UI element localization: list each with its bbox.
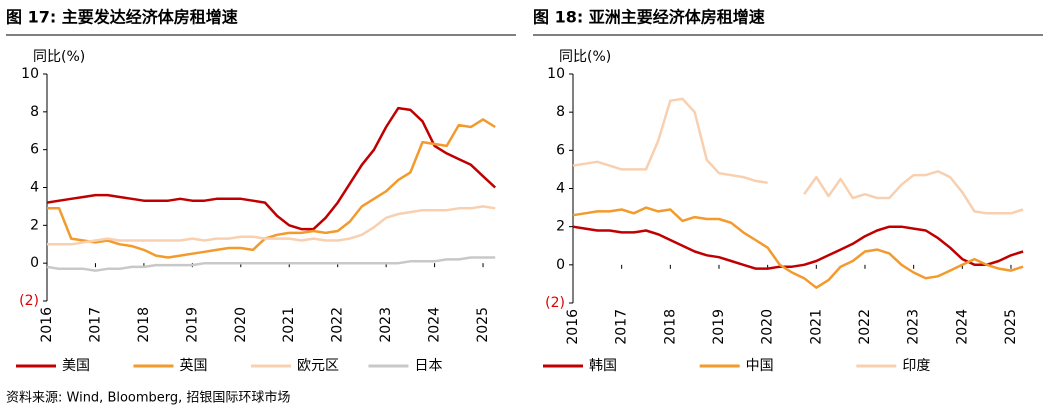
series-line (572, 97, 768, 185)
y-tick-label: 2 (556, 219, 565, 235)
y-tick-label: 0 (556, 257, 565, 273)
x-tick-label: 2017 (614, 309, 630, 345)
y-tick-label: 0 (30, 255, 39, 271)
source-note: 资料来源: Wind, Bloomberg, 招银国际环球市场 (6, 390, 290, 406)
x-tick-label: 2017 (87, 307, 103, 343)
x-tick-label: 2024 (427, 307, 443, 343)
x-tick-label: 2020 (760, 309, 776, 345)
series-line (46, 106, 497, 231)
x-tick-label: 2019 (184, 307, 200, 343)
y-axis-label: 同比(%) (33, 49, 85, 65)
x-tick-label: 2024 (954, 309, 970, 345)
legend-label: 日本 (415, 358, 443, 374)
x-tick-label: 2025 (1003, 309, 1019, 345)
y-tick-label: 8 (30, 104, 39, 120)
y-tick-label: 6 (30, 142, 39, 158)
chart-title: 图 18: 亚洲主要经济体房租增速 (533, 8, 765, 27)
y-tick-label: 10 (21, 66, 39, 82)
y-tick-label: 8 (556, 104, 565, 120)
x-tick-label: 2018 (662, 309, 678, 345)
y-tick-label: (2) (545, 295, 565, 311)
series-line (46, 256, 496, 272)
y-tick-label: 10 (547, 66, 565, 82)
x-tick-label: 2020 (233, 307, 249, 343)
x-tick-label: 2022 (857, 309, 873, 345)
series-line (572, 206, 1024, 289)
y-tick-label: (2) (19, 293, 39, 309)
x-tick-label: 2018 (136, 307, 152, 343)
series-line (47, 118, 496, 259)
x-tick-label: 2021 (281, 307, 297, 343)
x-tick-label: 2019 (711, 309, 727, 345)
legend-label: 英国 (180, 357, 208, 374)
legend-label: 印度 (902, 358, 930, 374)
x-tick-label: 2023 (378, 307, 394, 343)
x-tick-label: 2023 (906, 309, 922, 345)
x-tick-label: 2016 (565, 309, 581, 345)
y-axis-label: 同比(%) (559, 49, 611, 65)
legend-label: 欧元区 (297, 358, 339, 374)
legend-label: 中国 (746, 358, 774, 374)
chart-title: 图 17: 主要发达经济体房租增速 (6, 8, 238, 27)
y-tick-label: 6 (556, 142, 565, 158)
y-tick-label: 2 (30, 217, 39, 233)
x-tick-label: 2022 (330, 307, 346, 343)
x-tick-label: 2016 (39, 307, 55, 343)
y-tick-label: 4 (556, 181, 565, 197)
legend-label: 韩国 (589, 358, 617, 374)
legend-label: 美国 (62, 358, 90, 374)
y-tick-label: 4 (30, 180, 39, 196)
series-line (803, 170, 1024, 215)
series-line (572, 225, 1024, 270)
x-tick-label: 2021 (808, 309, 824, 345)
x-tick-label: 2025 (475, 307, 491, 343)
series-line (47, 205, 496, 246)
